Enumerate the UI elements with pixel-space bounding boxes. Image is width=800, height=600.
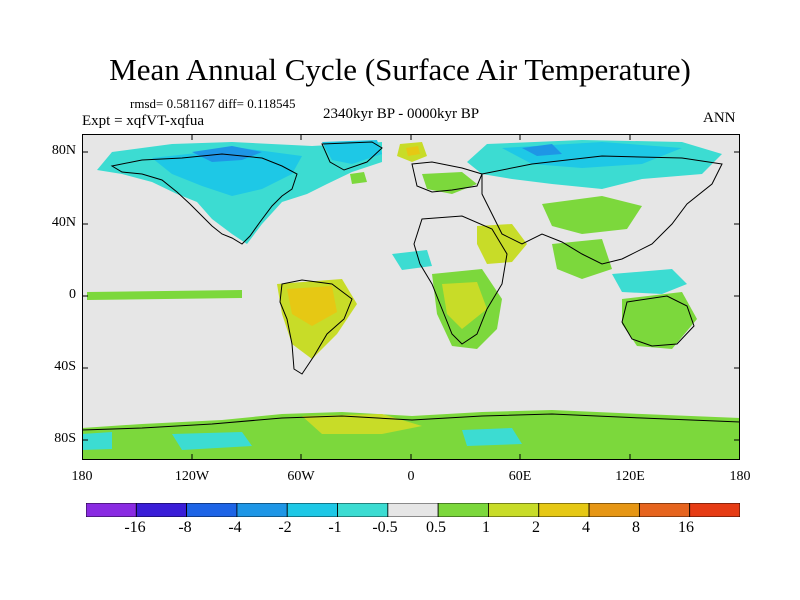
- colorbar-label: -8: [178, 519, 192, 536]
- colorbar-swatch: [86, 503, 137, 517]
- stats-label: rmsd= 0.581167 diff= 0.118545: [130, 96, 296, 111]
- warm-anomaly-arabia: [477, 224, 527, 264]
- warm-anomaly-australia: [622, 292, 697, 349]
- warm-anomaly-amazon-core: [287, 286, 337, 326]
- colorbar-swatch: [488, 503, 540, 517]
- colorbar-swatch: [186, 503, 238, 517]
- colorbar-label: -4: [228, 519, 242, 536]
- warm-anomaly-equatorial-pacific: [87, 290, 242, 300]
- colorbar-label: -1: [328, 519, 342, 536]
- colorbar-swatch: [538, 503, 590, 517]
- coast-north-america: [110, 153, 298, 245]
- chart-title: Mean Annual Cycle (Surface Air Temperatu…: [109, 52, 691, 87]
- lon-label-60w: 60W: [287, 469, 315, 484]
- cool-anomaly-southern-ocean: [82, 432, 112, 450]
- cool-anomaly-greenland: [322, 140, 382, 164]
- colorbar-swatch: [337, 503, 389, 517]
- experiment-label: Expt = xqfVT-xqfua: [82, 113, 205, 129]
- cool-anomaly-maritime: [612, 269, 687, 294]
- lat-label-80s: 80S: [54, 431, 76, 446]
- colorbar-swatch: [638, 503, 691, 517]
- cool-anomaly-north-africa: [392, 250, 432, 270]
- coastlines: [82, 141, 740, 431]
- lon-label-0: 0: [407, 469, 415, 484]
- lon-label-60e: 60E: [508, 469, 532, 484]
- lat-label-80n: 80N: [51, 143, 76, 158]
- colorbar-label: 8: [632, 519, 640, 536]
- warm-anomaly-central-asia: [542, 196, 642, 234]
- coast-africa: [413, 215, 508, 345]
- colorbar-label: 2: [532, 519, 540, 536]
- coast-greenland: [321, 141, 383, 171]
- coast-asia: [481, 155, 723, 265]
- warm-anomaly-scandinavia-core: [406, 146, 420, 156]
- anomaly-fields: [82, 140, 740, 460]
- colorbar-label: -16: [124, 519, 146, 536]
- warm-anomaly-africa-core: [442, 282, 487, 329]
- colorbar-swatch: [135, 503, 188, 517]
- colorbar-swatch: [437, 503, 489, 517]
- cool-anomaly-canada-core: [152, 148, 302, 196]
- colorbar-swatch: [286, 503, 338, 517]
- warm-anomaly-antarctica: [82, 410, 740, 460]
- colorbar-label: 0.5: [426, 519, 446, 536]
- coast-antarctica: [82, 413, 740, 431]
- colorbar: [86, 503, 740, 517]
- lon-label-120w: 120W: [174, 469, 210, 484]
- lat-label-40s: 40S: [54, 359, 76, 374]
- warm-anomaly-south-asia: [552, 239, 612, 279]
- coast-europe: [411, 161, 483, 193]
- cool-anomaly-arctic-ocean: [522, 144, 562, 156]
- cool-anomaly-antarctica-east: [462, 428, 522, 446]
- colorbar-label: 1: [482, 519, 490, 536]
- season-label: ANN: [703, 110, 736, 126]
- cool-anomaly-antarctica: [172, 432, 252, 450]
- axis-ticks: [82, 134, 740, 460]
- lon-label-120e: 120E: [615, 469, 645, 484]
- coast-south-america: [279, 279, 353, 375]
- colorbar-swatch: [689, 503, 740, 517]
- lon-label-180e: 180: [729, 469, 751, 484]
- lon-label-180w: 180: [71, 469, 93, 484]
- colorbar-label: 16: [678, 519, 694, 536]
- colorbar-swatch: [387, 503, 439, 517]
- temperature-map: [82, 134, 740, 460]
- colorbar-swatch: [588, 503, 640, 517]
- lat-label-40n: 40N: [51, 215, 76, 230]
- colorbar-label: -0.5: [372, 519, 398, 536]
- colorbar-swatch: [236, 503, 288, 517]
- lat-label-0: 0: [69, 287, 76, 302]
- colorbar-label: -2: [278, 519, 292, 536]
- coast-australia: [621, 295, 695, 347]
- colorbar-label: 4: [582, 519, 590, 536]
- warm-anomaly-north-atlantic: [350, 172, 367, 184]
- period-label: 2340kyr BP - 0000kyr BP: [323, 106, 480, 122]
